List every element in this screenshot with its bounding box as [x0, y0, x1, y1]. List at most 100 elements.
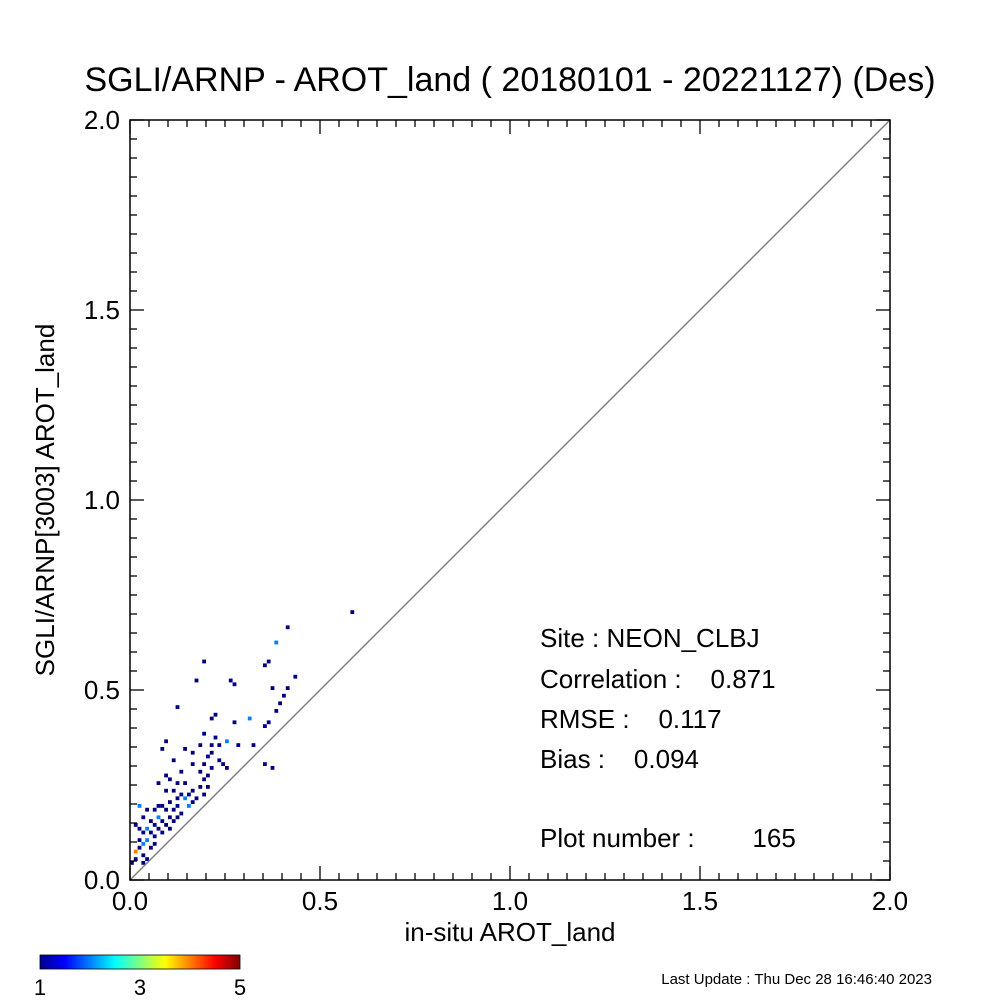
density-cell: [194, 678, 199, 683]
density-cell: [171, 758, 176, 763]
x-tick-label: 0.0: [112, 886, 148, 916]
density-cell: [282, 693, 286, 698]
density-cell: [133, 849, 138, 854]
axis-tick-labels: 0.0 0.5 1.0 1.5 2.0 0.0 0.5 1.0 1.5 2.0: [84, 105, 908, 916]
density-cell: [156, 804, 161, 808]
colorbar-gradient: [39, 954, 241, 970]
density-cell: [175, 815, 180, 820]
density-cell: [168, 800, 172, 804]
density-cell: [149, 819, 153, 823]
density-cell: [202, 659, 206, 664]
density-cell: [133, 823, 138, 827]
density-cell: [137, 826, 142, 831]
density-cell: [285, 686, 290, 690]
density-cell: [190, 788, 195, 793]
density-cell: [175, 804, 180, 808]
bias-label: Bias : 0.094: [540, 744, 699, 774]
x-axis-label: in-situ AROT_land: [405, 917, 616, 947]
density-cell: [152, 823, 157, 827]
density-cells: [130, 610, 355, 865]
x-tick-label: 0.5: [302, 886, 338, 916]
y-tick-label: 1.5: [84, 295, 120, 325]
density-cell: [232, 720, 237, 725]
density-cell: [164, 773, 168, 778]
density-cell: [251, 743, 256, 747]
density-cell: [145, 807, 149, 812]
density-cell: [156, 826, 161, 831]
density-cell: [164, 739, 168, 744]
chart-title: SGLI/ARNP - AROT_land ( 20180101 - 20221…: [84, 61, 935, 99]
density-cell: [270, 686, 275, 690]
density-cell: [183, 796, 187, 801]
density-cell: [141, 842, 146, 846]
density-cell: [266, 720, 271, 725]
density-cell: [156, 815, 161, 820]
density-cell: [164, 823, 168, 827]
density-cell: [130, 861, 134, 865]
density-cell: [217, 743, 222, 747]
y-tick-label: 0.0: [84, 865, 120, 895]
density-cell: [209, 750, 214, 755]
density-cell: [152, 807, 157, 812]
density-cell: [175, 781, 180, 785]
density-cell: [198, 743, 203, 747]
density-cell: [145, 838, 149, 842]
density-cell: [213, 712, 218, 717]
density-cell: [171, 807, 176, 812]
density-cell: [274, 709, 279, 713]
density-cell: [190, 762, 195, 766]
plot-number-label: Plot number : 165: [540, 823, 796, 853]
site-label: Site : NEON_CLBJ: [540, 623, 760, 653]
density-cell: [232, 682, 237, 687]
density-cell: [141, 861, 146, 865]
density-cell: [160, 830, 165, 835]
density-cell: [187, 804, 191, 808]
density-cell: [202, 792, 206, 797]
density-cell: [156, 781, 161, 785]
density-cell: [171, 819, 176, 823]
density-cell: [133, 857, 138, 861]
density-cell: [198, 769, 203, 774]
axis-ticks: [129, 119, 891, 881]
colorbar-tick-5: 5: [234, 975, 246, 1000]
density-cell: [152, 834, 157, 839]
x-tick-label: 1.0: [492, 886, 528, 916]
y-tick-label: 1.0: [84, 485, 120, 515]
density-cell: [266, 659, 271, 664]
density-cell: [190, 750, 195, 755]
density-cell: [152, 842, 157, 846]
correlation-label: Correlation : 0.871: [540, 664, 776, 694]
density-cell: [179, 769, 184, 774]
density-cell: [160, 819, 165, 823]
density-cell: [145, 826, 149, 831]
last-update-label: Last Update : Thu Dec 28 16:46:40 2023: [661, 971, 932, 988]
one-to-one-line: [129, 119, 891, 881]
density-cell: [137, 838, 142, 842]
y-axis-label: SGLI/ARNP[3003] AROT_land: [30, 324, 60, 677]
x-tick-label: 2.0: [872, 886, 908, 916]
density-cell: [168, 777, 172, 782]
density-cell: [160, 804, 165, 808]
density-cell: [247, 716, 252, 721]
density-cell: [270, 766, 275, 770]
density-cell: [183, 747, 187, 751]
density-cell: [202, 777, 206, 782]
density-cell: [137, 804, 142, 808]
density-cell: [149, 830, 153, 835]
density-cell: [137, 845, 142, 850]
y-tick-label: 2.0: [84, 105, 120, 135]
density-cell: [263, 762, 267, 766]
colorbar-tick-1: 1: [34, 975, 46, 1000]
x-tick-label: 1.5: [682, 886, 718, 916]
density-cell: [263, 724, 267, 728]
density-cell: [194, 796, 199, 801]
density-cell: [263, 663, 267, 668]
density-cell: [206, 785, 210, 789]
density-cell: [350, 610, 355, 614]
density-cell: [171, 788, 176, 793]
density-cell: [293, 674, 298, 679]
density-cell: [190, 800, 195, 804]
y-tick-label: 0.5: [84, 675, 120, 705]
density-cell: [202, 731, 206, 736]
